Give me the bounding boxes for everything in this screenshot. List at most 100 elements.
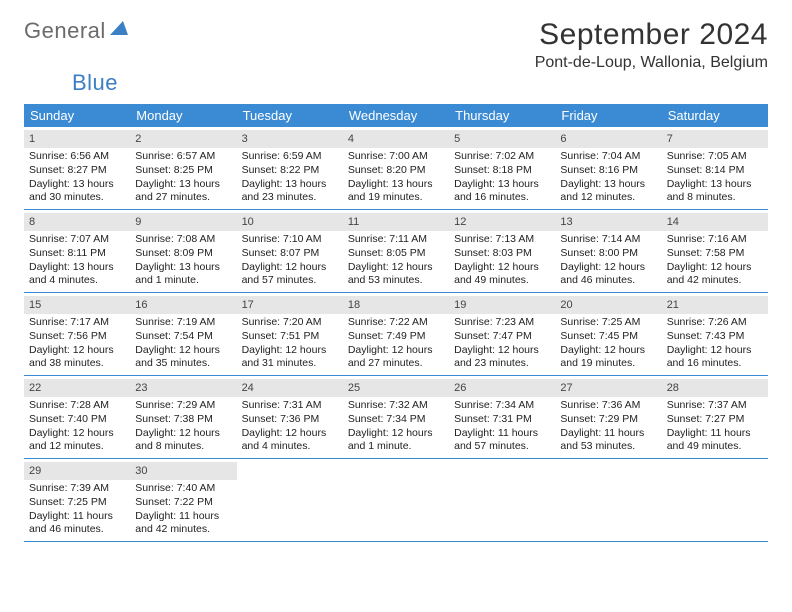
sunset-line: Sunset: 8:09 PM [135, 247, 231, 261]
day-cell [662, 459, 768, 541]
day-cell: 12Sunrise: 7:13 AMSunset: 8:03 PMDayligh… [449, 210, 555, 292]
day-number: 24 [237, 379, 343, 397]
sunset-line: Sunset: 8:03 PM [454, 247, 550, 261]
day-cell: 30Sunrise: 7:40 AMSunset: 7:22 PMDayligh… [130, 459, 236, 541]
day-cell: 17Sunrise: 7:20 AMSunset: 7:51 PMDayligh… [237, 293, 343, 375]
day-cell: 1Sunrise: 6:56 AMSunset: 8:27 PMDaylight… [24, 127, 130, 209]
sunrise-line: Sunrise: 7:00 AM [348, 150, 444, 164]
day-cell: 24Sunrise: 7:31 AMSunset: 7:36 PMDayligh… [237, 376, 343, 458]
sunrise-line: Sunrise: 7:34 AM [454, 399, 550, 413]
day-number [662, 462, 768, 466]
day-cell: 25Sunrise: 7:32 AMSunset: 7:34 PMDayligh… [343, 376, 449, 458]
sunrise-line: Sunrise: 7:10 AM [242, 233, 338, 247]
day-cell: 5Sunrise: 7:02 AMSunset: 8:18 PMDaylight… [449, 127, 555, 209]
sunrise-line: Sunrise: 6:56 AM [29, 150, 125, 164]
daylight-line: Daylight: 13 hours and 23 minutes. [242, 178, 338, 205]
sunset-line: Sunset: 8:18 PM [454, 164, 550, 178]
sunset-line: Sunset: 7:58 PM [667, 247, 763, 261]
sunset-line: Sunset: 8:11 PM [29, 247, 125, 261]
day-number: 4 [343, 130, 449, 148]
day-cell: 20Sunrise: 7:25 AMSunset: 7:45 PMDayligh… [555, 293, 661, 375]
daylight-line: Daylight: 13 hours and 16 minutes. [454, 178, 550, 205]
daylight-line: Daylight: 13 hours and 30 minutes. [29, 178, 125, 205]
sunrise-line: Sunrise: 7:08 AM [135, 233, 231, 247]
daylight-line: Daylight: 11 hours and 42 minutes. [135, 510, 231, 537]
sunrise-line: Sunrise: 7:14 AM [560, 233, 656, 247]
sunset-line: Sunset: 7:31 PM [454, 413, 550, 427]
daylight-line: Daylight: 13 hours and 12 minutes. [560, 178, 656, 205]
sunrise-line: Sunrise: 7:37 AM [667, 399, 763, 413]
day-number: 27 [555, 379, 661, 397]
title-block: September 2024 Pont-de-Loup, Wallonia, B… [535, 18, 768, 72]
day-number: 15 [24, 296, 130, 314]
day-number: 14 [662, 213, 768, 231]
weekday-col: Thursday [449, 104, 555, 127]
daylight-line: Daylight: 12 hours and 27 minutes. [348, 344, 444, 371]
sunset-line: Sunset: 7:51 PM [242, 330, 338, 344]
day-cell [343, 459, 449, 541]
daylight-line: Daylight: 12 hours and 1 minute. [348, 427, 444, 454]
month-title: September 2024 [535, 18, 768, 52]
day-number: 28 [662, 379, 768, 397]
day-number: 20 [555, 296, 661, 314]
sunrise-line: Sunrise: 7:05 AM [667, 150, 763, 164]
day-cell: 14Sunrise: 7:16 AMSunset: 7:58 PMDayligh… [662, 210, 768, 292]
daylight-line: Daylight: 11 hours and 49 minutes. [667, 427, 763, 454]
day-cell: 13 Sunrise: 7:14 AMSunset: 8:00 PMDayligh… [555, 210, 661, 292]
day-number: 7 [662, 130, 768, 148]
brand-part2: Blue [72, 70, 118, 95]
weekday-col: Wednesday [343, 104, 449, 127]
daylight-line: Daylight: 12 hours and 42 minutes. [667, 261, 763, 288]
daylight-line: Daylight: 13 hours and 4 minutes. [29, 261, 125, 288]
weeks-container: 1Sunrise: 6:56 AMSunset: 8:27 PMDaylight… [24, 127, 768, 542]
day-number: 1 [24, 130, 130, 148]
sunset-line: Sunset: 7:43 PM [667, 330, 763, 344]
day-number: 10 [237, 213, 343, 231]
day-cell: 16Sunrise: 7:19 AMSunset: 7:54 PMDayligh… [130, 293, 236, 375]
sunrise-line: Sunrise: 7:39 AM [29, 482, 125, 496]
week-row: 29Sunrise: 7:39 AMSunset: 7:25 PMDayligh… [24, 459, 768, 542]
daylight-line: Daylight: 11 hours and 46 minutes. [29, 510, 125, 537]
day-cell: 29Sunrise: 7:39 AMSunset: 7:25 PMDayligh… [24, 459, 130, 541]
sunset-line: Sunset: 7:25 PM [29, 496, 125, 510]
daylight-line: Daylight: 12 hours and 19 minutes. [560, 344, 656, 371]
sunrise-line: Sunrise: 7:29 AM [135, 399, 231, 413]
daylight-line: Daylight: 12 hours and 38 minutes. [29, 344, 125, 371]
weekday-col: Sunday [24, 104, 130, 127]
weekday-header: Sunday Monday Tuesday Wednesday Thursday… [24, 104, 768, 127]
daylight-line: Daylight: 12 hours and 57 minutes. [242, 261, 338, 288]
sunrise-line: Sunrise: 7:22 AM [348, 316, 444, 330]
day-number: 19 [449, 296, 555, 314]
day-cell: 18Sunrise: 7:22 AMSunset: 7:49 PMDayligh… [343, 293, 449, 375]
day-number: 12 [449, 213, 555, 231]
daylight-line: Daylight: 11 hours and 57 minutes. [454, 427, 550, 454]
sunset-line: Sunset: 7:54 PM [135, 330, 231, 344]
day-number: 3 [237, 130, 343, 148]
sunset-line: Sunset: 8:00 PM [560, 247, 656, 261]
sunset-line: Sunset: 7:56 PM [29, 330, 125, 344]
sunset-line: Sunset: 7:45 PM [560, 330, 656, 344]
day-number: 26 [449, 379, 555, 397]
daylight-line: Daylight: 12 hours and 46 minutes. [560, 261, 656, 288]
sunrise-line: Sunrise: 7:32 AM [348, 399, 444, 413]
sunset-line: Sunset: 7:40 PM [29, 413, 125, 427]
day-number [343, 462, 449, 466]
day-number: 23 [130, 379, 236, 397]
day-cell: 22Sunrise: 7:28 AMSunset: 7:40 PMDayligh… [24, 376, 130, 458]
sunset-line: Sunset: 7:49 PM [348, 330, 444, 344]
day-number: 13 [555, 213, 661, 231]
day-cell: 26 Sunrise: 7:34 AMSunset: 7:31 PMDayligh… [449, 376, 555, 458]
day-number: 11 [343, 213, 449, 231]
sunrise-line: Sunrise: 7:11 AM [348, 233, 444, 247]
day-cell: 21Sunrise: 7:26 AMSunset: 7:43 PMDayligh… [662, 293, 768, 375]
day-cell [449, 459, 555, 541]
sunset-line: Sunset: 8:20 PM [348, 164, 444, 178]
day-number [449, 462, 555, 466]
sunrise-line: Sunrise: 7:40 AM [135, 482, 231, 496]
calendar: Sunday Monday Tuesday Wednesday Thursday… [24, 104, 768, 542]
day-cell: 7Sunrise: 7:05 AMSunset: 8:14 PMDaylight… [662, 127, 768, 209]
sunrise-line: Sunrise: 7:28 AM [29, 399, 125, 413]
sunrise-line: Sunrise: 7:36 AM [560, 399, 656, 413]
sunrise-line: Sunrise: 7:23 AM [454, 316, 550, 330]
day-cell: 3Sunrise: 6:59 AMSunset: 8:22 PMDaylight… [237, 127, 343, 209]
